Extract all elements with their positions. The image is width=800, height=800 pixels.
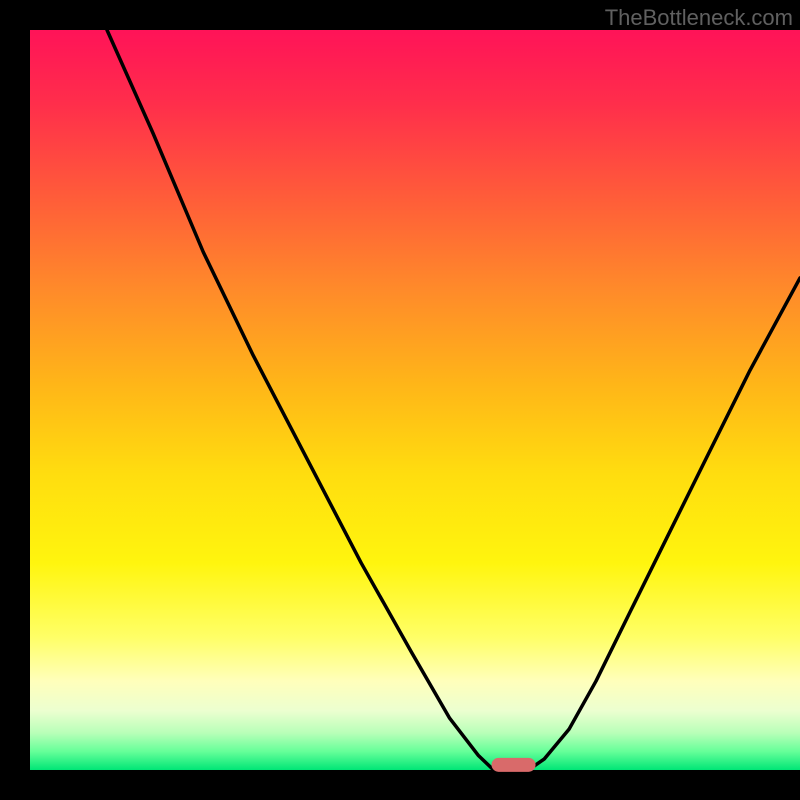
bottleneck-chart: TheBottleneck.com xyxy=(0,0,800,800)
ideal-zone-marker xyxy=(492,758,536,772)
watermark-text: TheBottleneck.com xyxy=(605,5,793,30)
